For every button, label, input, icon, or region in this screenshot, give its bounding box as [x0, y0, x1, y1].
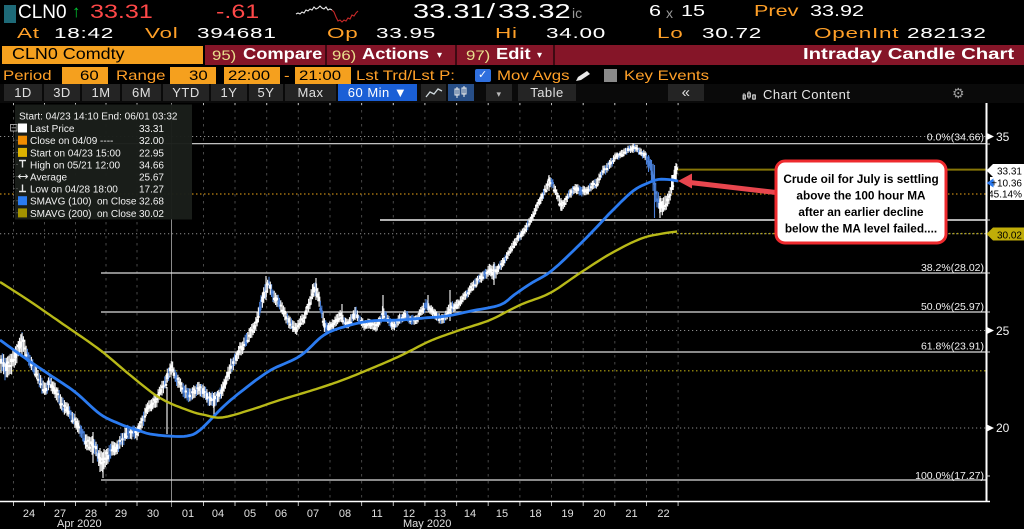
svg-text:after an earlier decline: after an earlier decline — [798, 205, 924, 219]
svg-text:Close on 04/09 ----: Close on 04/09 ---- — [30, 136, 113, 147]
svg-text:25.67: 25.67 — [139, 173, 164, 184]
svg-text:SMAVG (100): SMAVG (100) — [30, 197, 92, 208]
svg-text:11: 11 — [371, 508, 382, 520]
svg-text:04: 04 — [212, 508, 224, 520]
svg-text:20: 20 — [996, 421, 1010, 435]
svg-text:25: 25 — [996, 324, 1010, 338]
svg-text:above the 100 hour MA: above the 100 hour MA — [796, 189, 926, 203]
svg-text:High on 05/21 12:00: High on 05/21 12:00 — [30, 160, 121, 171]
svg-text:34.66: 34.66 — [139, 160, 164, 171]
svg-text:22.95: 22.95 — [139, 148, 164, 159]
svg-text:Low on 04/28 18:00: Low on 04/28 18:00 — [30, 185, 118, 196]
svg-text:on Close: on Close — [97, 197, 137, 208]
svg-text:06: 06 — [275, 508, 287, 520]
svg-text:20: 20 — [593, 508, 605, 520]
svg-text:Crude oil for July is settling: Crude oil for July is settling — [783, 172, 938, 186]
svg-text:24: 24 — [23, 508, 35, 520]
svg-text:38.2%(28.02): 38.2%(28.02) — [921, 262, 984, 274]
svg-text:08: 08 — [339, 508, 351, 520]
svg-text:07: 07 — [307, 508, 319, 520]
svg-text:21: 21 — [625, 508, 637, 520]
svg-text:100.0%(17.27): 100.0%(17.27) — [915, 470, 984, 482]
svg-text:22: 22 — [657, 508, 669, 520]
svg-text:13: 13 — [434, 508, 446, 520]
svg-text:33.31: 33.31 — [997, 167, 1022, 178]
svg-text:0.0%(34.66): 0.0%(34.66) — [927, 132, 984, 144]
svg-text:Last Price: Last Price — [30, 124, 75, 135]
svg-text:19: 19 — [561, 508, 573, 520]
svg-text:SMAVG (200): SMAVG (200) — [30, 209, 92, 220]
svg-text:18: 18 — [529, 508, 541, 520]
svg-text:12: 12 — [403, 508, 415, 520]
svg-text:45.14%: 45.14% — [988, 190, 1022, 201]
svg-text:17.27: 17.27 — [139, 185, 164, 196]
svg-text:33.31: 33.31 — [139, 124, 164, 135]
svg-text:05: 05 — [244, 508, 256, 520]
svg-text:Start on 04/23 15:00: Start on 04/23 15:00 — [30, 148, 121, 159]
svg-text:May 2020: May 2020 — [403, 518, 451, 529]
svg-text:14: 14 — [464, 508, 476, 520]
svg-text:32.68: 32.68 — [139, 197, 164, 208]
svg-text:28: 28 — [85, 508, 97, 520]
svg-text:Start: 04/23 14:10 End: 06/01: Start: 04/23 14:10 End: 06/01 03:32 — [19, 112, 178, 123]
svg-text:01: 01 — [182, 508, 194, 520]
svg-text:27: 27 — [54, 508, 66, 520]
svg-text:50.0%(25.97): 50.0%(25.97) — [921, 301, 984, 313]
svg-text:Average: Average — [30, 173, 68, 184]
svg-text:29: 29 — [115, 508, 127, 520]
svg-text:30: 30 — [147, 508, 159, 520]
svg-text:Apr 2020: Apr 2020 — [57, 518, 102, 529]
svg-text:30.02: 30.02 — [139, 209, 164, 220]
svg-text:+10.36: +10.36 — [991, 179, 1022, 190]
svg-text:on Close: on Close — [97, 209, 137, 220]
svg-text:35: 35 — [996, 130, 1010, 144]
svg-text:61.8%(23.91): 61.8%(23.91) — [921, 341, 984, 353]
svg-text:32.00: 32.00 — [139, 136, 164, 147]
svg-text:30.02: 30.02 — [997, 231, 1022, 242]
svg-text:15: 15 — [496, 508, 508, 520]
svg-text:below the MA level failed....: below the MA level failed.... — [785, 222, 937, 236]
